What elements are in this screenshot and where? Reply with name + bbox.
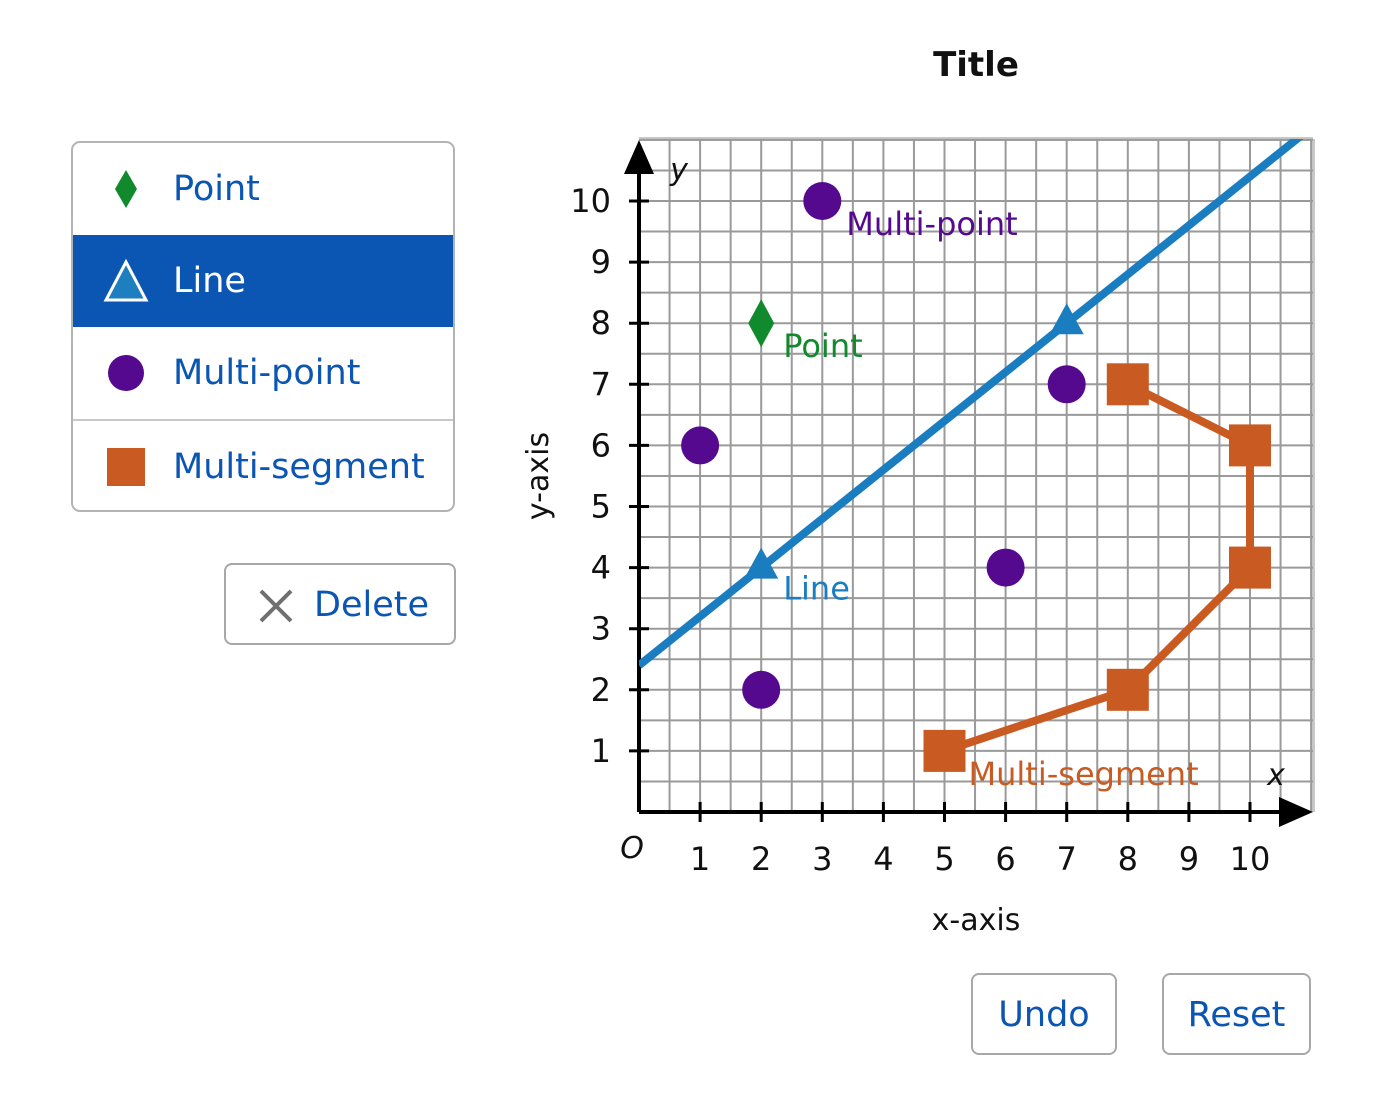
y-axis-arrow bbox=[624, 140, 654, 174]
y-tick-label: 4 bbox=[591, 549, 611, 587]
multi-point-marker bbox=[1047, 365, 1086, 404]
x-tick-label: 10 bbox=[1230, 840, 1271, 878]
x-tick-label: 4 bbox=[873, 840, 893, 878]
x-axis-letter: x bbox=[1266, 758, 1285, 793]
multi-segment-vertex bbox=[1229, 424, 1271, 467]
y-axis-letter: y bbox=[669, 153, 689, 188]
tool-point[interactable]: Point bbox=[73, 143, 453, 235]
tool-line-label: Line bbox=[173, 261, 246, 301]
multi-point-marker bbox=[681, 426, 720, 465]
multi-point-label: Multi-point bbox=[846, 205, 1017, 243]
tool-multi-segment[interactable]: Multi-segment bbox=[73, 419, 453, 510]
multi-point-marker bbox=[803, 182, 842, 220]
y-tick-label: 8 bbox=[591, 304, 611, 342]
delete-button[interactable]: Delete bbox=[224, 563, 456, 645]
multi-segment-vertex bbox=[1106, 668, 1149, 711]
diamond-icon bbox=[115, 170, 137, 208]
x-axis-title: x-axis bbox=[932, 903, 1021, 938]
line-handle-triangle bbox=[1049, 303, 1084, 335]
chart-title: Title bbox=[933, 45, 1019, 85]
line-series-label: Line bbox=[783, 570, 850, 608]
origin-label: O bbox=[620, 831, 644, 866]
x-tick-label: 3 bbox=[812, 840, 832, 878]
x-tick-label: 9 bbox=[1179, 840, 1199, 878]
x-tick-label: 1 bbox=[690, 840, 710, 878]
close-icon bbox=[259, 589, 293, 623]
x-tick-label: 7 bbox=[1057, 840, 1077, 878]
point-series-label: Point bbox=[783, 327, 862, 365]
multi-segment-vertex bbox=[1229, 546, 1271, 589]
multi-point-marker bbox=[986, 548, 1025, 587]
line-handle-triangle bbox=[744, 547, 779, 579]
x-tick-label: 5 bbox=[934, 840, 954, 878]
y-tick-label: 2 bbox=[591, 671, 611, 709]
tool-multi-point-label: Multi-point bbox=[173, 353, 361, 393]
circle-icon bbox=[108, 355, 144, 391]
delete-button-label: Delete bbox=[314, 585, 429, 625]
multi-segment-vertex bbox=[923, 729, 966, 772]
tool-line[interactable]: Line bbox=[73, 235, 453, 327]
tool-palette: Point Line Multi-point Multi-segment bbox=[71, 141, 455, 512]
x-tick-label: 8 bbox=[1118, 840, 1138, 878]
y-axis-title: y-axis bbox=[521, 432, 556, 520]
y-tick-label: 3 bbox=[591, 610, 611, 648]
multi-segment-label: Multi-segment bbox=[969, 755, 1199, 793]
tool-point-label: Point bbox=[173, 169, 260, 209]
x-tick-label: 2 bbox=[751, 840, 771, 878]
tool-multi-point[interactable]: Multi-point bbox=[73, 327, 453, 419]
tool-multi-segment-label: Multi-segment bbox=[173, 447, 425, 487]
y-tick-label: 1 bbox=[591, 732, 611, 770]
y-tick-label: 9 bbox=[591, 243, 611, 281]
x-tick-label: 6 bbox=[995, 840, 1015, 878]
triangle-icon bbox=[103, 258, 149, 302]
y-tick-label: 10 bbox=[570, 182, 611, 220]
y-tick-label: 6 bbox=[591, 426, 611, 464]
multi-segment-vertex bbox=[1106, 363, 1149, 406]
y-tick-label: 5 bbox=[591, 488, 611, 526]
multi-point-marker bbox=[742, 670, 781, 709]
square-icon bbox=[107, 448, 145, 486]
x-axis-arrow bbox=[1279, 797, 1313, 827]
reset-button[interactable]: Reset bbox=[1162, 973, 1311, 1055]
point-marker-diamond bbox=[748, 299, 775, 348]
undo-button[interactable]: Undo bbox=[971, 973, 1117, 1055]
y-tick-label: 7 bbox=[591, 365, 611, 403]
